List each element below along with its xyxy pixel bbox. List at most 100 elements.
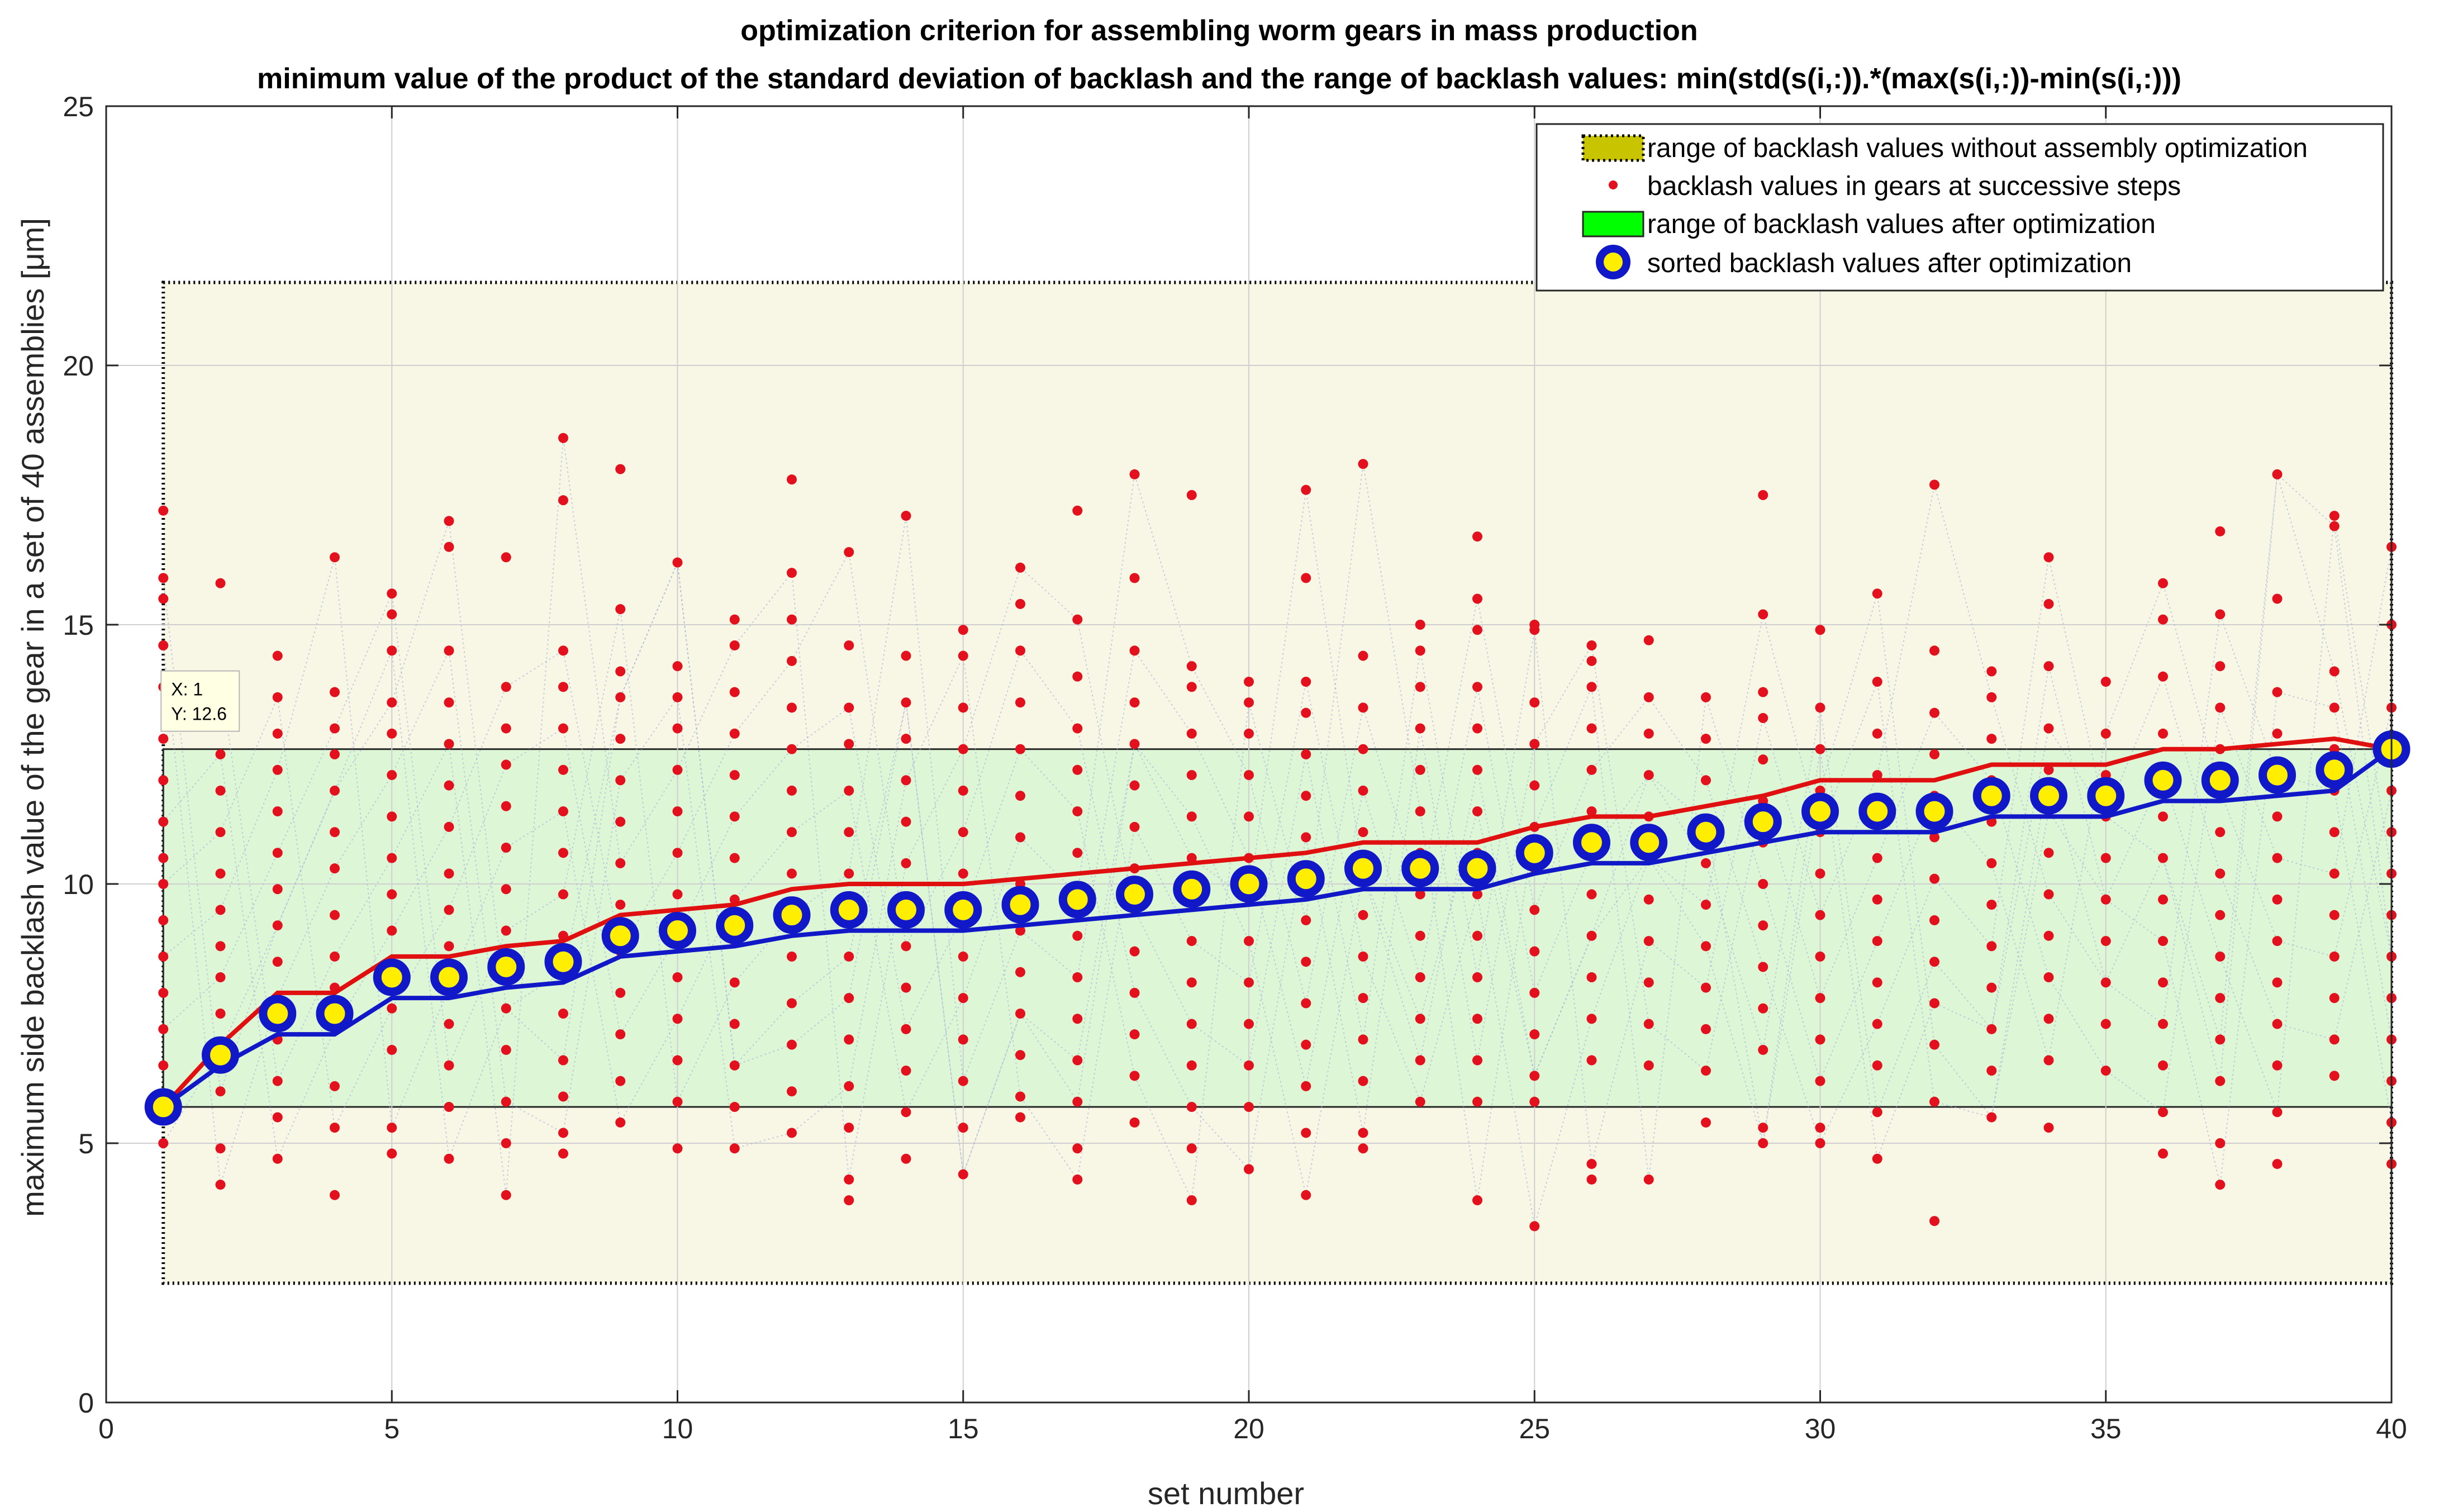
- backlash-dot: [1301, 484, 1311, 495]
- backlash-dot: [444, 941, 454, 952]
- backlash-dot: [1986, 1112, 1997, 1123]
- backlash-dot: [215, 1143, 226, 1154]
- backlash-dot: [444, 780, 454, 791]
- sorted-value-marker: [2144, 761, 2182, 799]
- backlash-dot: [1758, 609, 1768, 620]
- backlash-dot: [1015, 967, 1025, 977]
- backlash-dot: [1586, 1159, 1597, 1169]
- backlash-dot: [1529, 697, 1540, 708]
- backlash-dot: [158, 775, 169, 786]
- backlash-dot: [1872, 1060, 1882, 1071]
- backlash-dot: [1815, 1123, 1825, 1133]
- backlash-dot: [1358, 459, 1368, 469]
- backlash-dot: [215, 1009, 226, 1019]
- backlash-dot: [1872, 728, 1882, 739]
- backlash-dot: [1529, 1221, 1540, 1232]
- backlash-dot: [1872, 1153, 1882, 1164]
- backlash-dot: [1758, 920, 1768, 931]
- backlash-dot: [1529, 1071, 1540, 1081]
- legend-entry-backlash-dots: backlash values in gears at successive s…: [1609, 172, 2181, 201]
- backlash-dot: [787, 951, 797, 962]
- backlash-dot: [1015, 744, 1025, 754]
- backlash-dot: [901, 1107, 911, 1118]
- backlash-dot: [1872, 770, 1882, 781]
- backlash-dot: [1758, 754, 1768, 765]
- backlash-dot: [387, 1044, 397, 1055]
- backlash-dot: [1015, 1050, 1025, 1061]
- backlash-dot: [901, 941, 911, 952]
- backlash-dot: [2100, 853, 2111, 863]
- backlash-dot: [272, 650, 283, 661]
- backlash-dot: [1872, 1019, 1882, 1029]
- backlash-dot: [1472, 1055, 1482, 1066]
- datatip: X: 1 Y: 12.6: [160, 670, 240, 732]
- backlash-dot: [330, 1190, 340, 1200]
- backlash-dot: [1244, 697, 1254, 708]
- backlash-dot: [1015, 1009, 1025, 1019]
- backlash-dot: [787, 785, 797, 796]
- backlash-dot: [1358, 910, 1368, 920]
- backlash-dot: [1815, 702, 1825, 713]
- backlash-dot: [558, 495, 568, 506]
- backlash-dot: [1358, 951, 1368, 962]
- backlash-dot: [2272, 469, 2283, 479]
- backlash-dot: [444, 1060, 454, 1071]
- sorted-value-marker: [1915, 792, 1953, 830]
- legend-label: range of backlash values after optimizat…: [1647, 210, 2156, 239]
- backlash-dot: [444, 516, 454, 526]
- backlash-dot: [272, 920, 283, 931]
- backlash-dot: [1815, 868, 1825, 879]
- backlash-dot: [672, 692, 683, 702]
- backlash-dot: [558, 889, 568, 900]
- backlash-dot: [501, 843, 511, 853]
- backlash-dot: [1129, 1071, 1140, 1081]
- backlash-dot: [844, 1123, 854, 1133]
- backlash-dot: [958, 827, 968, 838]
- backlash-dot: [615, 900, 626, 910]
- backlash-dot: [1301, 707, 1311, 718]
- backlash-dot: [615, 1117, 626, 1128]
- backlash-dot: [2100, 977, 2111, 988]
- backlash-dot: [901, 982, 911, 993]
- backlash-dot: [1186, 1060, 1197, 1071]
- backlash-dot: [672, 1055, 683, 1066]
- backlash-dot: [615, 858, 626, 868]
- backlash-dot: [444, 541, 454, 552]
- backlash-dot: [1472, 930, 1482, 941]
- backlash-dot: [2272, 894, 2283, 905]
- backlash-dot: [615, 1029, 626, 1040]
- sorted-value-marker: [259, 995, 297, 1033]
- backlash-dot: [387, 811, 397, 822]
- x-tick-label: 40: [2376, 1413, 2407, 1444]
- sorted-value-marker: [773, 896, 811, 934]
- backlash-dot: [330, 1123, 340, 1133]
- backlash-dot: [1358, 993, 1368, 1004]
- sorted-value-marker: [544, 943, 582, 981]
- backlash-dot: [2043, 598, 2054, 609]
- backlash-dot: [1186, 977, 1197, 988]
- backlash-dot: [158, 640, 169, 651]
- backlash-dot: [1415, 930, 1425, 941]
- backlash-dot: [2100, 1019, 2111, 1029]
- backlash-dot: [2215, 910, 2226, 920]
- backlash-dot: [1701, 858, 1711, 868]
- backlash-dot: [215, 1086, 226, 1097]
- backlash-dot: [729, 1060, 740, 1071]
- backlash-dot: [1529, 780, 1540, 791]
- backlash-dot: [2158, 671, 2168, 682]
- backlash-dot: [1986, 1024, 1997, 1034]
- backlash-dot: [672, 661, 683, 672]
- x-tick-label: 35: [2090, 1413, 2122, 1444]
- backlash-dot: [1015, 645, 1025, 656]
- backlash-dot: [215, 905, 226, 915]
- sorted-value-marker: [1401, 849, 1439, 887]
- backlash-dot: [501, 1003, 511, 1014]
- backlash-dot: [1872, 894, 1882, 905]
- backlash-dot: [1586, 972, 1597, 983]
- backlash-dot: [387, 1123, 397, 1133]
- backlash-dot: [1244, 677, 1254, 687]
- backlash-dot: [501, 552, 511, 563]
- backlash-dot: [2272, 687, 2283, 697]
- backlash-dot: [2272, 593, 2283, 604]
- backlash-dot: [2215, 1076, 2226, 1086]
